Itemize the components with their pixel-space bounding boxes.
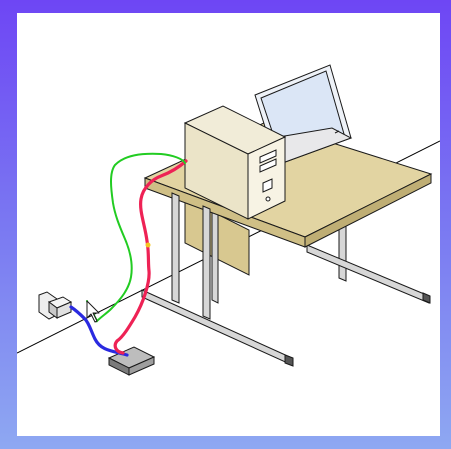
plug (47, 296, 73, 319)
mouse-cursor (86, 300, 100, 323)
desk-front-legs (141, 192, 294, 367)
drawing-canvas (17, 13, 440, 436)
blue-cable (69, 305, 129, 357)
desk-back-legs (211, 196, 431, 304)
power-strip (107, 346, 156, 376)
green-cable (86, 152, 186, 323)
red-cable (113, 159, 188, 355)
cable-junction (145, 242, 151, 248)
illustration (17, 64, 440, 376)
computer-tower (183, 105, 287, 220)
